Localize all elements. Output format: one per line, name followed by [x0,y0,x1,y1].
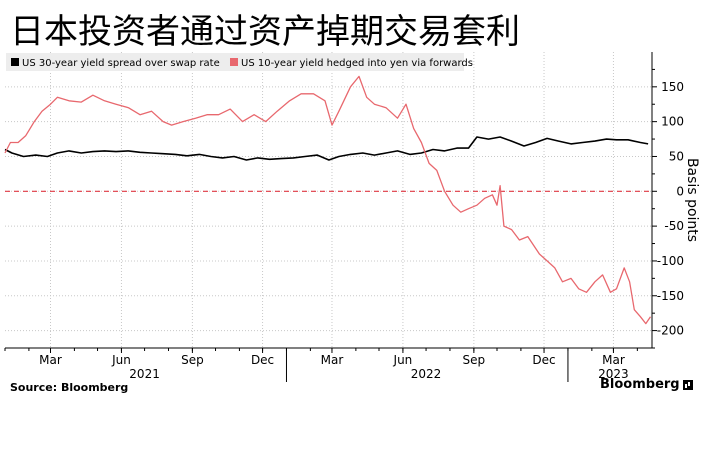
y-axis-title: Basis points [684,158,700,242]
x-year-label: 2023 [598,367,629,381]
x-year-label: 2022 [411,367,442,381]
x-tick-label: Mar [321,353,344,367]
source-note: Source: Bloomberg [10,381,129,394]
x-tick-label: Sep [463,353,486,367]
y-tick-label: 100 [661,115,684,129]
grid-lines [5,52,652,348]
legend-label-2: US 10-year yield hedged into yen via for… [241,58,473,69]
bloomberg-logo: Bloomberg [600,377,693,392]
series-line-1 [4,136,649,161]
x-tick-label: Dec [532,353,555,367]
x-tick-label: Dec [251,353,274,367]
series-line-2 [4,75,652,325]
terminal-icon [682,379,693,390]
y-tick-label: 0 [676,184,684,198]
y-tick-label: -100 [657,254,684,268]
series-lines [4,75,652,325]
axes [4,52,657,382]
x-tick-label: Mar [39,353,62,367]
legend-swatch-1 [11,58,19,66]
brand-text: Bloomberg [600,377,680,392]
y-tick-label: 150 [661,80,684,94]
y-tick-label: -50 [664,219,684,233]
legend-label-1: US 30-year yield spread over swap rate [22,58,220,69]
x-year-label: 2021 [129,367,160,381]
chart-title: 日本投资者通过资产掉期交易套利 [10,12,520,52]
x-tick-label: Jun [393,353,413,367]
x-tick-label: Jun [111,353,131,367]
y-tick-label: -150 [657,289,684,303]
y-tick-label: -200 [657,324,684,338]
legend-swatch-2 [230,58,238,66]
x-tick-label: Mar [602,353,625,367]
y-tick-label: 50 [669,149,684,163]
legend: US 30-year yield spread over swap rate US… [6,53,473,71]
axis-labels: 150 100 50 0 -50 -100 -150 -200 Mar Jun Sep Dec Mar J… [39,80,700,381]
x-tick-label: Sep [181,353,204,367]
